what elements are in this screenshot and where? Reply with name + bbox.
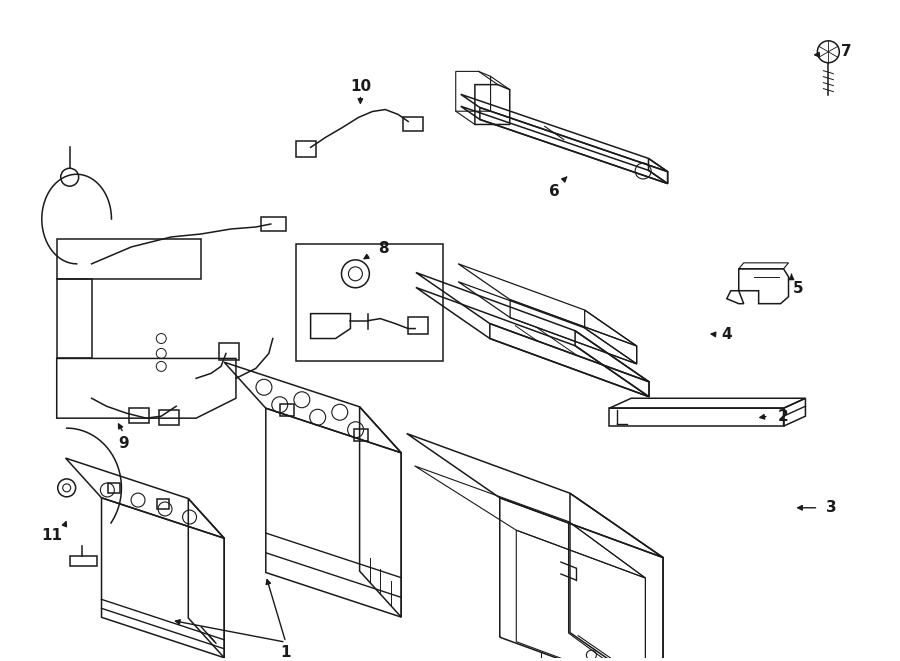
Text: 2: 2	[778, 408, 789, 424]
Text: 10: 10	[350, 79, 371, 94]
Text: 7: 7	[841, 44, 851, 59]
Text: 11: 11	[41, 528, 62, 543]
Text: 5: 5	[793, 281, 804, 296]
Text: 6: 6	[549, 184, 560, 199]
Text: 1: 1	[281, 644, 291, 660]
Text: 9: 9	[118, 436, 129, 451]
Text: 3: 3	[826, 500, 837, 516]
Text: 4: 4	[722, 327, 732, 342]
Text: 8: 8	[378, 241, 389, 256]
